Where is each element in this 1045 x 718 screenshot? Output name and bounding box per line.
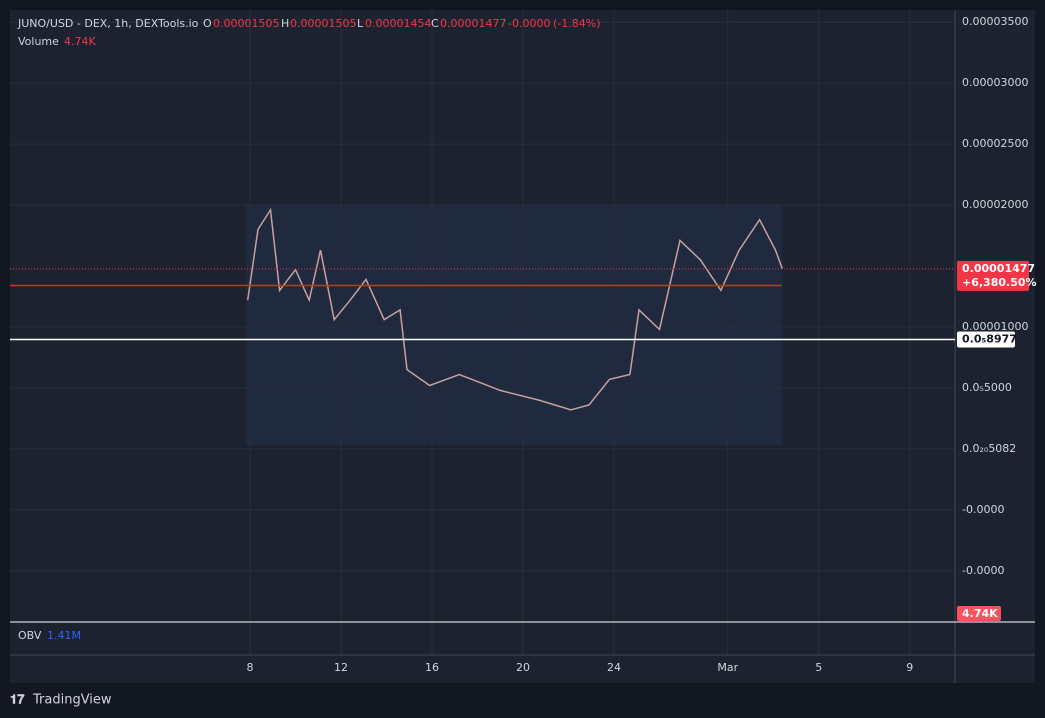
brand-logo: 𝟏𝟕 bbox=[10, 693, 25, 708]
high: 0.00001505 bbox=[290, 17, 356, 30]
brand-name: TradingView bbox=[32, 693, 112, 708]
y-tick-label: 0.0₅5000 bbox=[962, 381, 1012, 394]
y-tick-label: 0.00002500 bbox=[962, 137, 1028, 150]
brand: 𝟏𝟕 TradingView bbox=[10, 693, 112, 708]
y-tick-label: 0.00001000 bbox=[962, 320, 1028, 333]
x-tick-label: Mar bbox=[717, 661, 738, 674]
y-tick-label: 0.00002000 bbox=[962, 198, 1028, 211]
change: -0.0000 bbox=[508, 17, 550, 30]
h-label: H bbox=[281, 17, 289, 30]
x-tick-label: 12 bbox=[334, 661, 348, 674]
open: 0.00001505 bbox=[213, 17, 279, 30]
price-line bbox=[246, 207, 784, 411]
low: 0.00001454 bbox=[365, 17, 431, 30]
c-label: C bbox=[431, 17, 439, 30]
y-tick-label: 0.0₂₀5082 bbox=[962, 442, 1016, 455]
y-tick-label: 0.00003500 bbox=[962, 15, 1028, 28]
x-tick-label: 9 bbox=[906, 661, 913, 674]
y-tick-label: -0.0000 bbox=[962, 503, 1004, 516]
change-pct: (-1.84%) bbox=[553, 17, 601, 30]
x-tick-label: 24 bbox=[607, 661, 621, 674]
x-tick-label: 8 bbox=[247, 661, 254, 674]
o-label: O bbox=[203, 17, 212, 30]
l-label: L bbox=[357, 17, 364, 30]
volume-tag-label: 4.74K bbox=[962, 607, 998, 620]
volume-tag bbox=[957, 606, 1001, 621]
obv: 1.41M bbox=[47, 629, 81, 642]
price-tag-label: 0.0₅8977 bbox=[962, 332, 1017, 345]
x-tick-label: 5 bbox=[815, 661, 822, 674]
y-tick-label: -0.0000 bbox=[962, 564, 1004, 577]
price-tag bbox=[957, 260, 1029, 291]
volume-label: Volume bbox=[18, 35, 59, 48]
price-tag-change: +6,380.50% bbox=[962, 276, 1037, 289]
symbol: JUNO/USD - DEX, 1h, DEXTools.io bbox=[17, 17, 199, 30]
price-tag-label: 0.00001477 bbox=[962, 262, 1035, 275]
range-box bbox=[246, 205, 782, 445]
volume: 4.74K bbox=[64, 35, 96, 48]
price-tag bbox=[957, 331, 1015, 348]
plot bbox=[10, 207, 955, 411]
x-tick-label: 20 bbox=[516, 661, 530, 674]
x-tick-label: 16 bbox=[425, 661, 439, 674]
obv-label: OBV bbox=[18, 629, 42, 642]
legend: JUNO/USD - DEX, 1h, DEXTools.io O 0.0000… bbox=[17, 17, 601, 642]
y-tick-label: 0.00003000 bbox=[962, 76, 1028, 89]
close: 0.00001477 bbox=[440, 17, 506, 30]
grid bbox=[10, 10, 955, 655]
